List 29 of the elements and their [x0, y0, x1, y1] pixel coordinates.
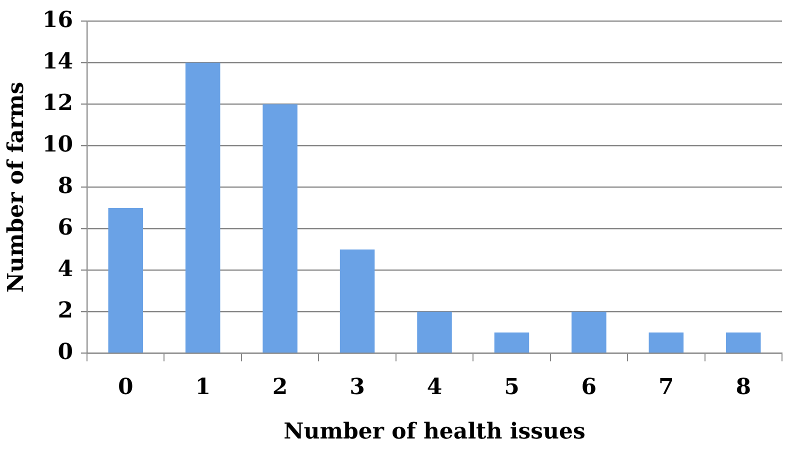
x-tick-label: 4: [426, 374, 442, 400]
bar: [648, 332, 684, 353]
y-axis-title: Number of farms: [2, 82, 29, 293]
x-tick-label: 2: [272, 374, 288, 400]
x-tick-label: 3: [350, 374, 365, 400]
x-tick-label: 8: [736, 374, 752, 400]
y-tick-label: 16: [42, 6, 74, 33]
y-tick-label: 6: [58, 214, 74, 240]
bar: [262, 104, 298, 353]
bar: [494, 332, 530, 353]
y-tick-label: 8: [58, 172, 74, 199]
bar: [726, 332, 761, 353]
x-axis-title: Number of health issues: [284, 418, 586, 445]
x-tick-label: 1: [195, 374, 210, 400]
bar: [185, 62, 220, 353]
bar: [340, 249, 375, 353]
x-tick-label: 6: [581, 374, 597, 400]
x-tick-label: 0: [118, 374, 134, 400]
x-tick-label: 5: [504, 374, 520, 400]
y-tick-label: 0: [58, 338, 74, 365]
bar: [572, 312, 606, 353]
y-tick-label: 2: [58, 297, 74, 324]
x-tick-label: 7: [658, 374, 674, 400]
y-tick-label: 14: [42, 48, 74, 74]
bar: [108, 208, 143, 353]
y-tick-label: 12: [42, 90, 74, 116]
y-tick-label: 4: [58, 256, 74, 282]
bar: [417, 312, 452, 353]
y-tick-label: 10: [42, 131, 74, 158]
